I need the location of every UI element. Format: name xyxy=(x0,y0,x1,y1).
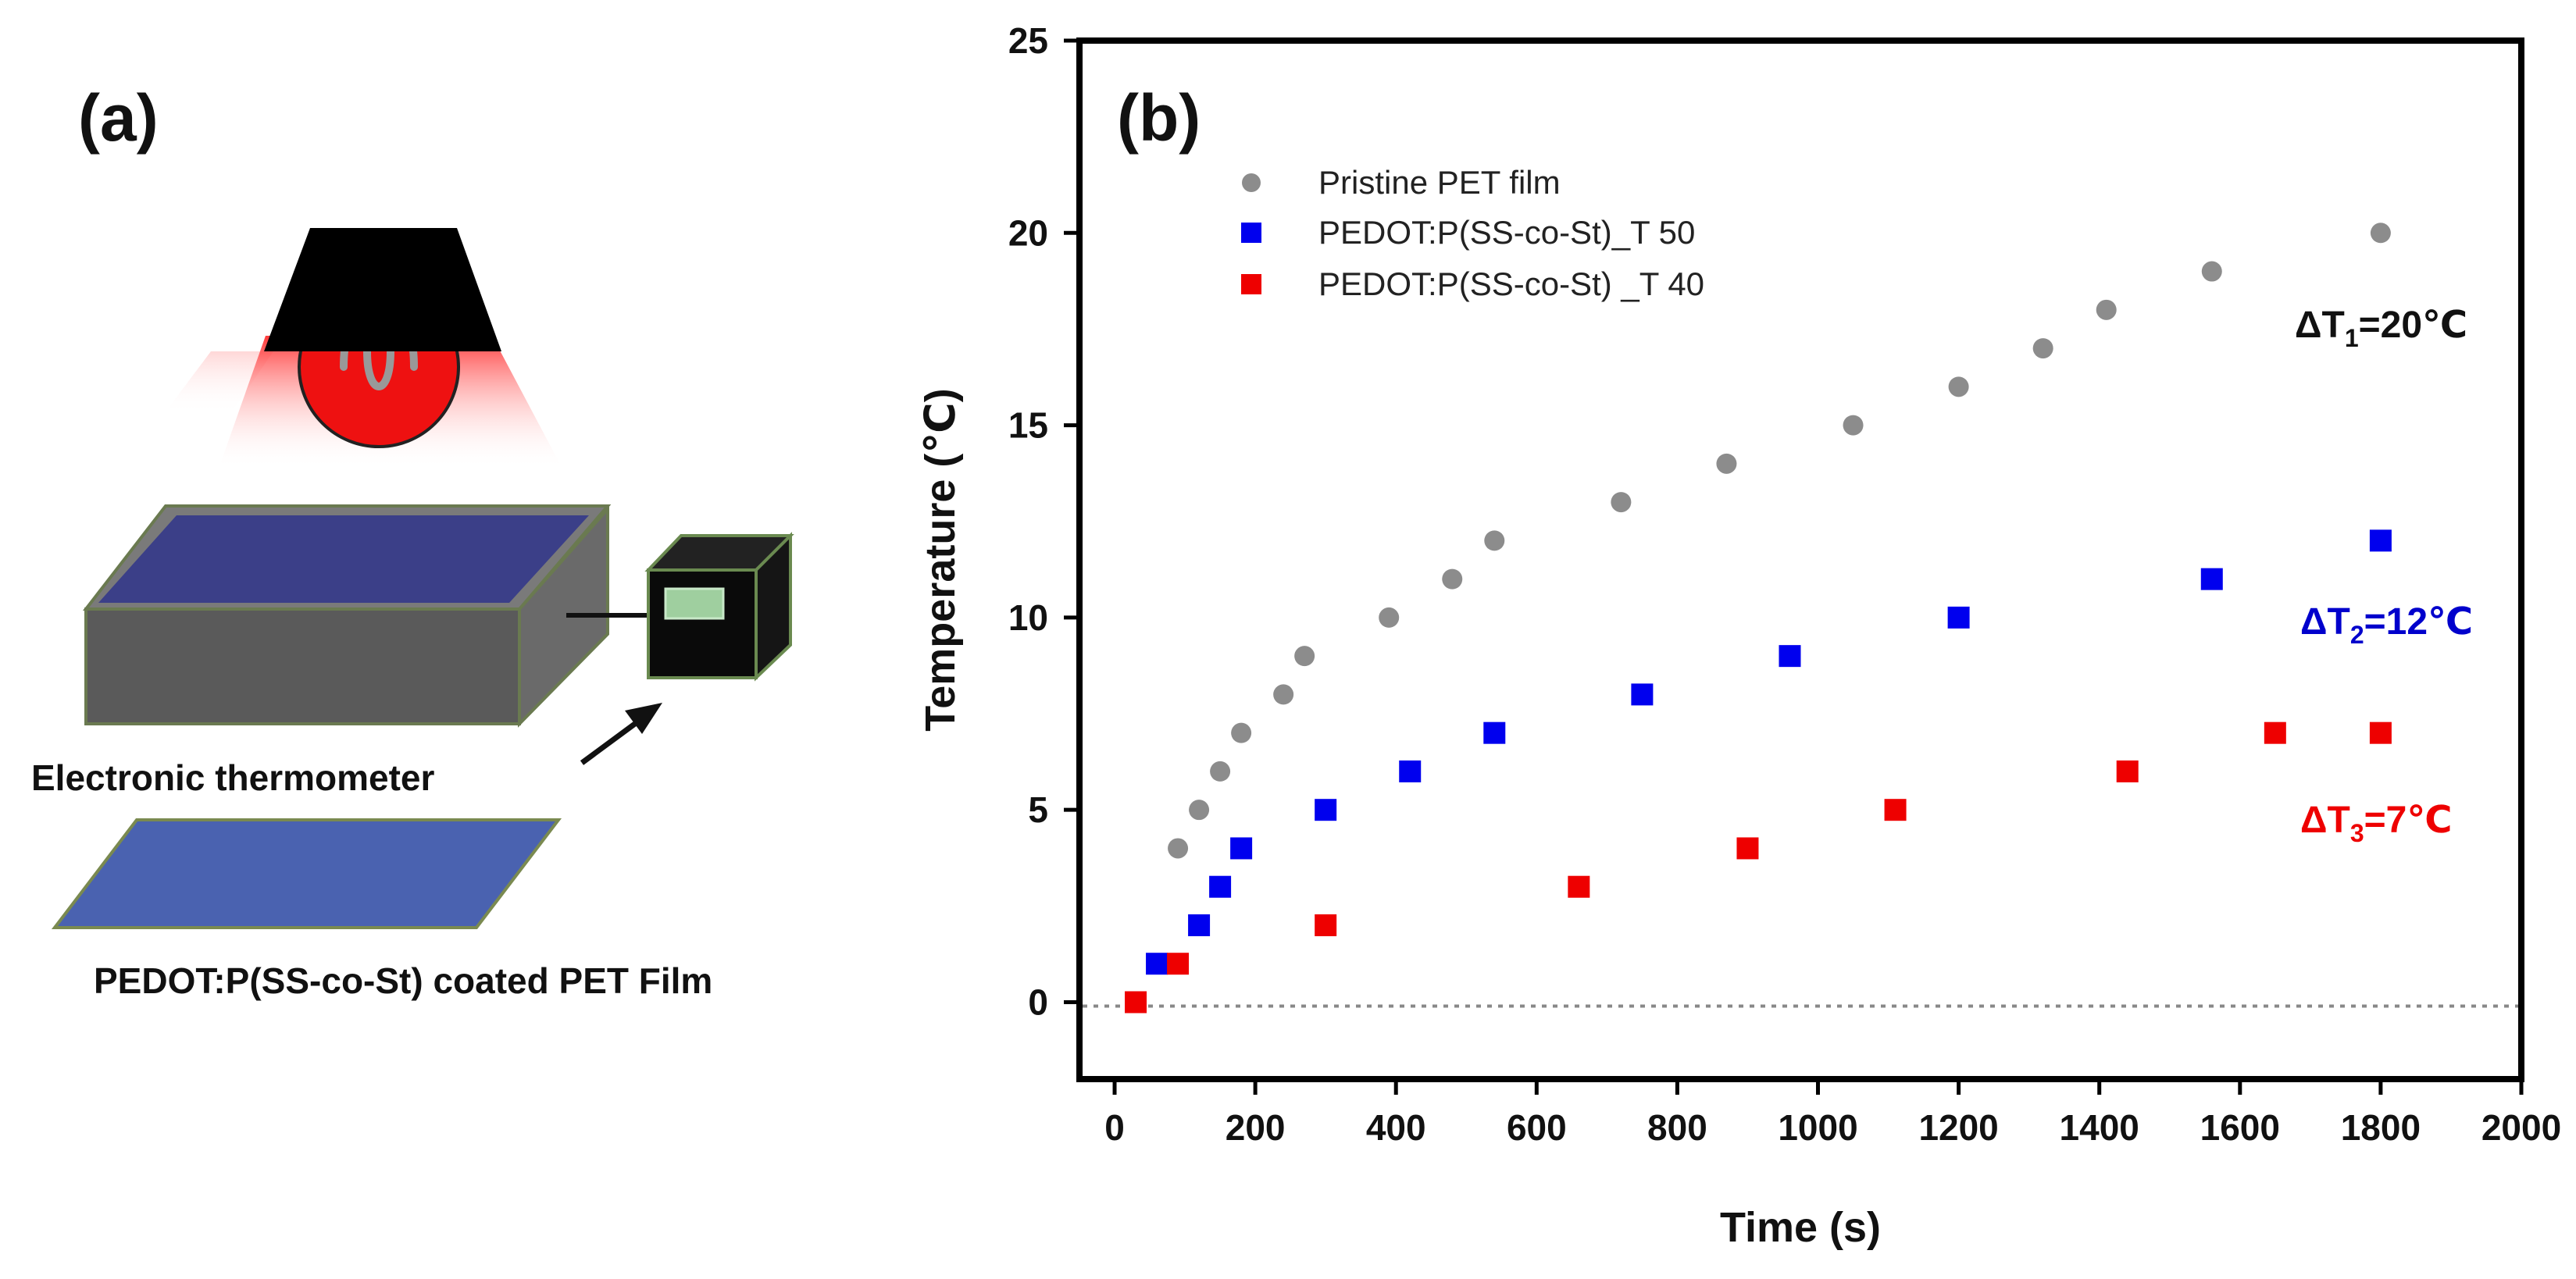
pristine-pet-point xyxy=(1484,530,1505,551)
pristine-pet-point xyxy=(1294,646,1315,667)
y-axis-title: Temperature (℃) xyxy=(917,388,964,731)
arrow-icon xyxy=(580,703,662,765)
thermometer-icon xyxy=(644,532,794,682)
panel-a-label: (a) xyxy=(78,81,159,155)
pristine-pet-point xyxy=(2370,223,2391,244)
pristine-pet-point xyxy=(1231,722,1252,743)
pristine-pet-point xyxy=(1611,492,1632,513)
pristine-pet-point xyxy=(2032,338,2053,359)
legend: Pristine PET film PEDOT:P(SS-co-St)_T 50 P… xyxy=(1241,164,1704,302)
t40-point xyxy=(1167,953,1190,975)
lamp-icon xyxy=(164,228,562,468)
legend-label-2: PEDOT:P(SS-co-St) _T 40 xyxy=(1318,265,1704,302)
y-tick-label: 25 xyxy=(1008,20,1048,61)
delta-annotations: ΔT1=20℃ ΔT2=12℃ ΔT3=7℃ xyxy=(2295,305,2473,847)
y-tick-label: 10 xyxy=(1008,597,1048,638)
x-tick-label: 0 xyxy=(1104,1107,1125,1148)
legend-label-0: Pristine PET film xyxy=(1318,164,1561,201)
delta-t3-annotation: ΔT3=7℃ xyxy=(2300,800,2452,847)
chart: 0 200 400 600 800 1000 1200 1400 1600 1800 2000 0 5… xyxy=(917,20,2561,1251)
t50-point xyxy=(2369,529,2392,552)
y-tick-label: 20 xyxy=(1008,212,1048,253)
t50-point xyxy=(1146,953,1168,975)
t50-point xyxy=(1483,721,1506,744)
heater-box-icon xyxy=(82,504,612,728)
t50-point xyxy=(1209,875,1232,898)
x-tick-label: 1800 xyxy=(2341,1107,2421,1148)
t50-point xyxy=(1779,645,1801,668)
panel-a: (a) Electronic xyxy=(31,81,794,1001)
legend-marker-1 xyxy=(1241,223,1261,243)
pristine-pet-point xyxy=(1379,607,1400,628)
pristine-pet-point xyxy=(2201,261,2222,282)
t40-point xyxy=(1884,799,1907,821)
data-points xyxy=(1125,223,2392,1014)
t40-point xyxy=(2369,721,2392,744)
x-axis: 0 200 400 600 800 1000 1200 1400 1600 1800 2000 xyxy=(1104,1079,2561,1148)
film-icon xyxy=(51,818,562,929)
t50-point xyxy=(1947,606,1970,629)
t50-point xyxy=(1230,837,1253,860)
x-tick-label: 600 xyxy=(1507,1107,1567,1148)
t40-point xyxy=(1736,837,1759,860)
x-tick-label: 1200 xyxy=(1918,1107,1998,1148)
pristine-pet-point xyxy=(1948,376,1969,397)
x-tick-label: 400 xyxy=(1366,1107,1426,1148)
t50-point xyxy=(1315,799,1337,821)
t50-point xyxy=(2200,568,2223,590)
panel-b-label: (b) xyxy=(1117,81,1201,155)
legend-marker-0 xyxy=(1242,173,1261,192)
delta-t1-annotation: ΔT1=20℃ xyxy=(2295,305,2467,352)
pristine-pet-point xyxy=(2096,299,2117,320)
y-axis: 0 5 10 15 20 25 xyxy=(1008,20,1079,1022)
x-axis-title: Time (s) xyxy=(1720,1204,1881,1251)
pristine-pet-point xyxy=(1273,684,1294,705)
plot-frame xyxy=(1076,37,2524,1082)
y-tick-label: 5 xyxy=(1028,789,1048,830)
t40-point xyxy=(2264,721,2286,744)
legend-marker-2 xyxy=(1241,274,1261,294)
x-tick-label: 200 xyxy=(1226,1107,1286,1148)
t40-point xyxy=(2116,760,2139,782)
t40-point xyxy=(1315,914,1337,936)
y-tick-label: 0 xyxy=(1028,982,1048,1022)
t50-point xyxy=(1631,683,1654,706)
y-tick-label: 15 xyxy=(1008,405,1048,446)
t40-point xyxy=(1125,991,1147,1014)
t40-point xyxy=(1568,875,1590,898)
x-tick-label: 2000 xyxy=(2481,1107,2561,1148)
t50-point xyxy=(1399,760,1422,782)
thermometer-label: Electronic thermometer xyxy=(31,757,434,798)
pristine-pet-point xyxy=(1210,761,1231,782)
x-tick-label: 800 xyxy=(1647,1107,1707,1148)
legend-label-1: PEDOT:P(SS-co-St)_T 50 xyxy=(1318,214,1695,251)
x-tick-label: 1600 xyxy=(2200,1107,2280,1148)
pristine-pet-point xyxy=(1843,415,1864,436)
delta-t2-annotation: ΔT2=12℃ xyxy=(2300,601,2473,649)
film-label: PEDOT:P(SS-co-St) coated PET Film xyxy=(94,960,712,1001)
x-tick-label: 1400 xyxy=(2060,1107,2139,1148)
t50-point xyxy=(1188,914,1211,936)
pristine-pet-point xyxy=(1189,800,1210,821)
pristine-pet-point xyxy=(1442,568,1463,590)
pristine-pet-point xyxy=(1168,838,1189,859)
pristine-pet-point xyxy=(1716,453,1737,474)
x-tick-label: 1000 xyxy=(1778,1107,1857,1148)
